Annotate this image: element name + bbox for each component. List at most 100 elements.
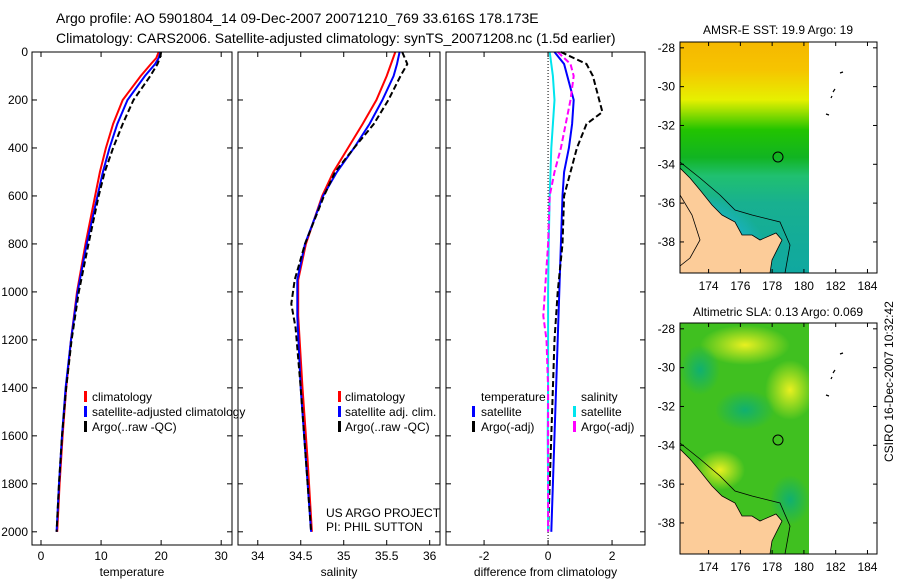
lon-tick-label: 180 [794, 279, 814, 293]
difference-panel: -2 0 2 difference from climatology [445, 51, 646, 579]
sla-high [765, 360, 809, 420]
x-tick-label: 0 [545, 549, 552, 563]
series-line-satellite-adj-clim- [296, 51, 401, 532]
side-label: CSIRO 16-Dec-2007 10:32:42 [882, 301, 896, 462]
legend-label: satellite [581, 405, 622, 419]
sst-map-title: AMSR-E SST: 19.9 Argo: 19 [703, 23, 853, 37]
lat-tick-label: -32 [658, 118, 676, 132]
lon-tick-label: 174 [699, 560, 719, 574]
legend-label: climatology [345, 390, 405, 404]
legend-label: satellite-adjusted climatology [92, 405, 245, 419]
legend-swatch-sal-satellite [573, 406, 576, 417]
legend-swatch-temp-argo [472, 421, 475, 432]
y-tick-label: 1800 [1, 477, 28, 491]
legend-label: salinity [581, 390, 618, 404]
y-tick-label: 600 [8, 189, 28, 203]
x-tick-label: 36 [423, 549, 437, 563]
bathymetry-contour [680, 442, 791, 554]
lon-tick-label: 184 [857, 279, 877, 293]
lat-tick-label: -30 [658, 361, 676, 375]
y-tick-label: 1200 [1, 333, 28, 347]
lat-tick-label: -28 [658, 322, 676, 336]
lat-tick-label: -38 [658, 516, 676, 530]
x-tick-label: 35 [337, 549, 351, 563]
x-tick-label: 35.5 [375, 549, 399, 563]
lon-tick-label: 182 [826, 279, 846, 293]
series-line-argo-raw-qc- [55, 51, 163, 532]
sla-low [715, 390, 775, 430]
lon-tick-label: 182 [826, 560, 846, 574]
x-tick-label: 10 [94, 549, 108, 563]
sst-map-frame [679, 41, 878, 274]
legend-swatch-argo [84, 421, 87, 432]
project-line-1: US ARGO PROJECT [326, 506, 441, 520]
y-tick-label: 1600 [1, 429, 28, 443]
plot-frame [237, 51, 441, 546]
legend-label: temperature [481, 390, 546, 404]
y-tick-label: 2000 [1, 525, 28, 539]
legend-swatch-sal-argo [573, 421, 576, 432]
lon-tick-label: 178 [762, 560, 782, 574]
sla-map-frame [679, 322, 878, 555]
legend-label: satellite [481, 405, 522, 419]
lon-tick-label: 174 [699, 279, 719, 293]
bathymetry-contour [680, 194, 701, 267]
lat-tick-label: -34 [658, 157, 676, 171]
lon-tick-label: 176 [730, 560, 750, 574]
y-tick-label: 1000 [1, 285, 28, 299]
legend-label: Argo(..raw -QC) [345, 420, 430, 434]
title-line-1: Argo profile: AO 5901804_14 09-Dec-2007 … [56, 10, 539, 26]
y-tick-label: 800 [8, 237, 28, 251]
project-line-2: PI: PHIL SUTTON [326, 520, 423, 534]
y-tick-label: 1400 [1, 381, 28, 395]
legend-swatch-temp-satellite [472, 406, 475, 417]
sla-low [680, 345, 720, 395]
legend-swatch-climatology [338, 391, 341, 402]
x-tick-label: 34 [251, 549, 265, 563]
argo-float-marker [772, 434, 784, 446]
sla-map-axes: 174 176 178 180 182 184 -28 -30 -32 -34 -36 -38 [658, 322, 878, 574]
series-line-satellite-adjusted-climatology [55, 51, 162, 532]
plot-frame [445, 51, 646, 546]
sla-map-title: Altimetric SLA: 0.13 Argo: 0.069 [693, 305, 863, 319]
x-tick-label: 20 [154, 549, 168, 563]
lat-tick-label: -30 [658, 80, 676, 94]
x-axis-label: temperature [100, 565, 165, 579]
difference-legend: temperature satellite Argo(-adj) salinit… [472, 390, 634, 434]
legend-label: Argo(..raw -QC) [92, 420, 177, 434]
lon-tick-label: 178 [762, 279, 782, 293]
legend-swatch-satellite [84, 406, 87, 417]
series-line-salinity-argo-adj- [542, 51, 575, 532]
lat-tick-label: -38 [658, 235, 676, 249]
legend-label: Argo(-adj) [581, 420, 634, 434]
x-tick-label: 34.5 [289, 549, 313, 563]
sst-map: AMSR-E SST: 19.9 Argo: 19 174 176 178 180 18… [658, 23, 878, 293]
legend-swatch-satellite [338, 406, 341, 417]
legend-swatch-climatology [84, 391, 87, 402]
temperature-panel: 0 10 20 30 temperature 0 200 400 600 800 1000 1200 1… [1, 45, 233, 579]
salinity-panel: 34 34.5 35 35.5 36 salinity [237, 51, 441, 579]
bathymetry-contour [680, 161, 791, 273]
lat-tick-label: -32 [658, 399, 676, 413]
temperature-legend: climatology satellite-adjusted climatolo… [84, 390, 245, 434]
series-line-temperature-satellite [550, 51, 575, 532]
lon-tick-label: 184 [857, 560, 877, 574]
land-new-zealand [680, 167, 783, 273]
lon-tick-label: 176 [730, 279, 750, 293]
sla-high [700, 325, 790, 365]
argo-float-marker [772, 151, 784, 163]
title-line-2: Climatology: CARS2006. Satellite-adjuste… [56, 30, 616, 46]
y-tick-label: 400 [8, 141, 28, 155]
lat-tick-label: -36 [658, 477, 676, 491]
x-tick-label: 0 [38, 549, 45, 563]
x-axis-label: difference from climatology [474, 565, 617, 579]
series-line-climatology [56, 51, 160, 532]
plot-frame [31, 51, 233, 546]
series-line-argo-raw-qc- [290, 51, 409, 532]
y-tick-label: 200 [8, 93, 28, 107]
sst-map-axes: 174 176 178 180 182 184 -28 -30 -32 -34 -36 -38 [658, 41, 878, 293]
lat-tick-label: -36 [658, 196, 676, 210]
salinity-legend: climatology satellite adj. clim. Argo(..… [326, 390, 441, 534]
y-tick-label: 0 [21, 45, 28, 59]
lat-tick-label: -28 [658, 41, 676, 55]
